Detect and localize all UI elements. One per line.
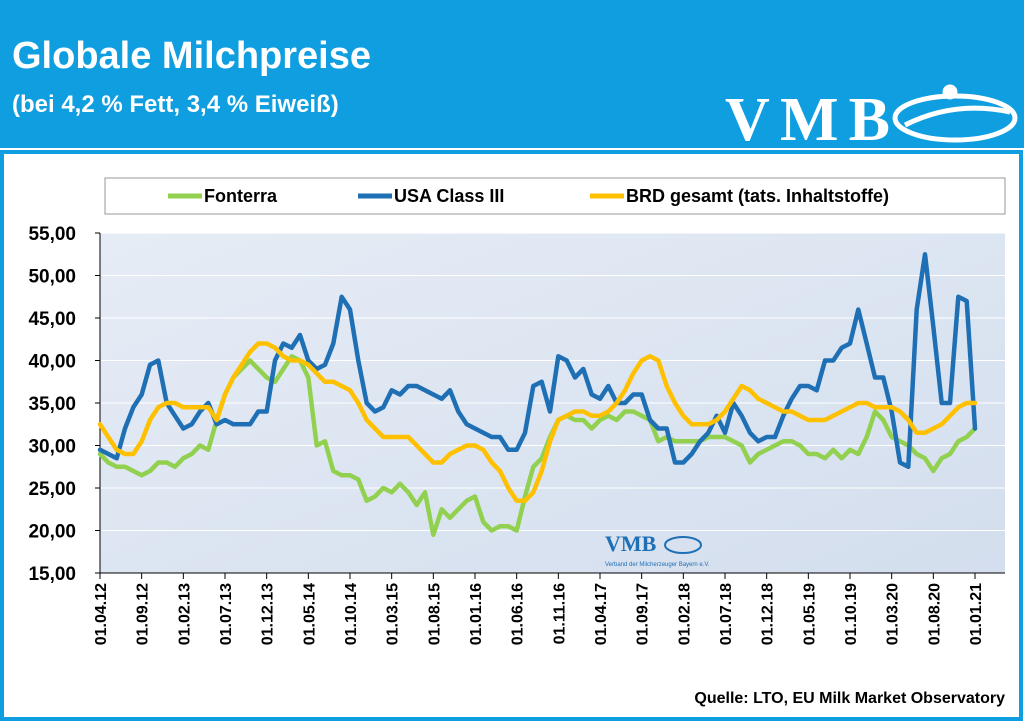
series-line xyxy=(97,341,978,504)
source: Quelle: LTO, EU Milk Market Observatory xyxy=(694,690,1005,707)
y-tick-label: 35,00 xyxy=(28,394,76,415)
x-tick-label: 01.01.21 xyxy=(968,583,985,645)
x-tick-label: 01.09.17 xyxy=(635,583,652,645)
y-tick-label: 20,00 xyxy=(28,522,76,543)
y-tick-label: 55,00 xyxy=(28,224,76,245)
x-tick-label: 01.08.20 xyxy=(926,583,943,645)
x-tick-label: 01.02.18 xyxy=(676,583,693,645)
x-tick-label: 01.07.13 xyxy=(218,583,235,645)
title: Globale Milchpreise xyxy=(12,35,371,77)
y-tick-label: 50,00 xyxy=(28,267,76,288)
logo: VMB xyxy=(725,86,890,154)
series-line xyxy=(97,252,978,470)
x-tick-label: 01.10.14 xyxy=(343,583,360,645)
x-tick-label: 01.05.14 xyxy=(301,583,318,645)
x-tick-label: 01.06.16 xyxy=(510,583,527,645)
series-line xyxy=(97,354,978,538)
x-tick-label: 01.04.17 xyxy=(593,583,610,645)
x-tick-label: 01.07.18 xyxy=(718,583,735,645)
y-tick-label: 15,00 xyxy=(28,564,76,585)
header-bar xyxy=(0,0,1024,148)
watermark-swoosh xyxy=(664,536,702,554)
subtitle: (bei 4,2 % Fett, 3,4 % Eiweiß) xyxy=(12,91,339,118)
watermark-logo: VMB xyxy=(605,531,657,556)
x-tick-label: 01.11.16 xyxy=(551,583,568,645)
legend-label: BRD gesamt (tats. Inhaltstoffe) xyxy=(626,186,889,206)
legend-label: Fonterra xyxy=(204,186,278,206)
x-tick-label: 01.12.13 xyxy=(260,583,277,645)
y-tick-label: 40,00 xyxy=(28,352,76,373)
x-tick-label: 01.03.15 xyxy=(385,583,402,645)
x-tick-label: 01.08.15 xyxy=(426,583,443,645)
x-tick-label: 01.04.12 xyxy=(93,583,110,645)
x-tick-label: 01.01.16 xyxy=(468,583,485,645)
y-tick-label: 45,00 xyxy=(28,309,76,330)
x-tick-label: 01.09.12 xyxy=(135,583,152,645)
x-tick-label: 01.12.18 xyxy=(760,583,777,645)
x-tick-label: 01.10.19 xyxy=(843,583,860,645)
y-tick-label: 25,00 xyxy=(28,479,76,500)
x-tick-label: 01.03.20 xyxy=(885,583,902,645)
logo-swoosh xyxy=(892,84,1018,143)
legend-label: USA Class III xyxy=(394,186,504,206)
watermark-text: Verband der Milcherzeuger Bayern e.V. xyxy=(605,562,710,568)
x-tick-label: 01.02.13 xyxy=(176,583,193,645)
x-tick-label: 01.05.19 xyxy=(801,583,818,645)
legend xyxy=(104,177,1006,215)
y-tick-label: 30,00 xyxy=(28,437,76,458)
